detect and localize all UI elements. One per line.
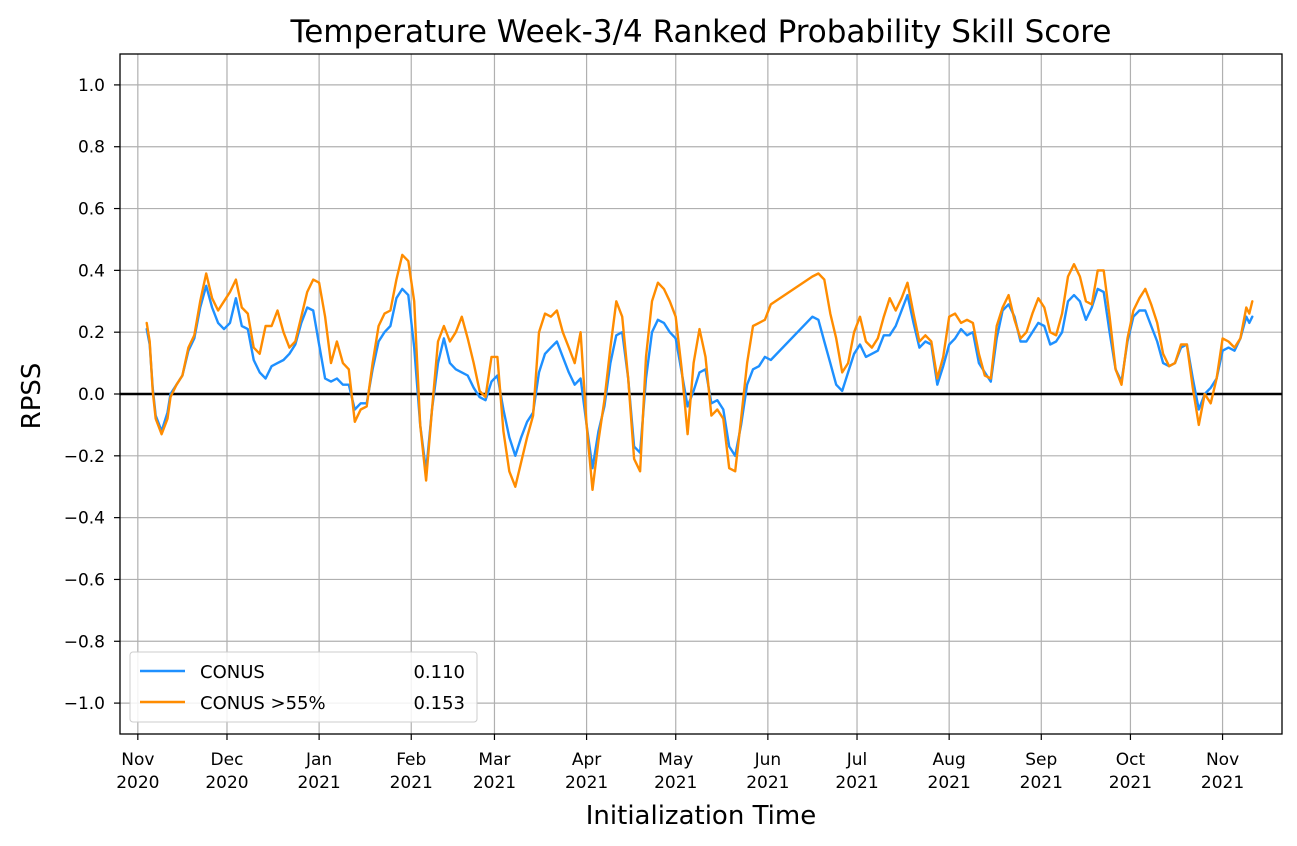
legend-box	[129, 651, 478, 723]
x-tick-month: Mar	[478, 750, 510, 770]
chart-title: Temperature Week-3/4 Ranked Probability …	[290, 14, 1112, 50]
y-tick-label: 1.0	[78, 76, 105, 96]
x-tick-month: Jul	[846, 750, 868, 770]
x-tick-month: Nov	[1206, 750, 1239, 770]
x-tick-month: Sep	[1025, 750, 1057, 770]
y-tick-label: 0.6	[78, 200, 105, 220]
x-tick-month: May	[658, 750, 693, 770]
x-tick-year: 2021	[654, 773, 697, 793]
y-tick-label: 0.4	[78, 261, 105, 281]
x-tick-year: 2021	[1109, 773, 1152, 793]
legend: CONUS 0.110 CONUS >55% 0.153	[129, 651, 478, 723]
x-tick-year: 2020	[116, 773, 159, 793]
x-tick-month: Apr	[572, 750, 601, 770]
x-tick-year: 2021	[835, 773, 878, 793]
x-tick-month: Jun	[754, 750, 782, 770]
legend-label-conus-55: CONUS >55%	[200, 693, 326, 714]
series-lines	[145, 253, 1254, 491]
y-axis-ticks: 1.0 0.8 0.6 0.4 0.2 0.0 −0.2 −0.4 −0.6 −0.8 −1.0	[64, 76, 120, 714]
y-tick-label: −0.4	[64, 509, 105, 529]
x-tick-year: 2020	[205, 773, 248, 793]
x-tick-month: Jan	[305, 750, 332, 770]
y-tick-label: −0.8	[64, 632, 105, 652]
y-tick-label: −0.2	[64, 447, 105, 467]
x-axis-ticks: Nov 2020 Dec 2020 Jan 2021 Feb 2021 Mar 2021 Apr 20…	[116, 734, 1244, 793]
x-axis-title: Initialization Time	[586, 801, 816, 831]
x-tick-month: Dec	[211, 750, 244, 770]
x-tick-year: 2021	[565, 773, 608, 793]
y-tick-label: −1.0	[64, 694, 105, 714]
x-tick-year: 2021	[1020, 773, 1063, 793]
x-tick-year: 2021	[1201, 773, 1244, 793]
x-tick-year: 2021	[928, 773, 971, 793]
x-tick-month: Aug	[933, 750, 966, 770]
x-tick-year: 2021	[390, 773, 433, 793]
x-tick-month: Oct	[1116, 750, 1146, 770]
y-tick-label: 0.8	[78, 138, 105, 158]
legend-label-conus: CONUS	[200, 662, 265, 683]
x-tick-year: 2021	[473, 773, 516, 793]
x-tick-year: 2021	[297, 773, 340, 793]
series-line-conus-55	[145, 253, 1254, 491]
y-axis-title: RPSS	[17, 363, 47, 430]
y-tick-label: 0.2	[78, 323, 105, 343]
x-tick-month: Nov	[121, 750, 154, 770]
y-tick-label: 0.0	[78, 385, 105, 405]
x-tick-month: Feb	[396, 750, 426, 770]
series-line-conus	[145, 284, 1254, 473]
legend-score-conus-55: 0.153	[413, 693, 465, 714]
y-tick-label: −0.6	[64, 570, 105, 590]
legend-score-conus: 0.110	[413, 662, 465, 683]
x-tick-year: 2021	[746, 773, 789, 793]
